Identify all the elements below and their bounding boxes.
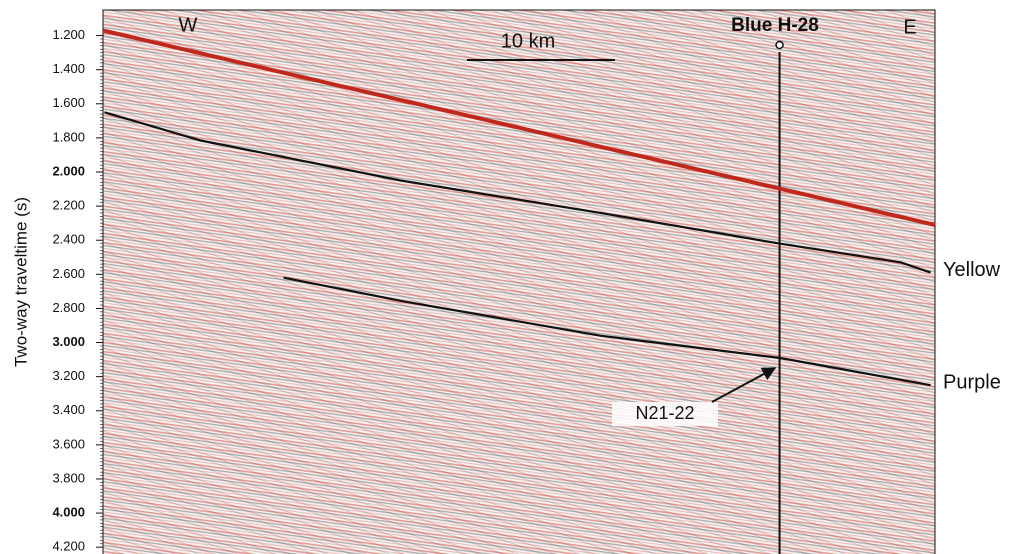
y-tick-label: 3.200 — [52, 368, 85, 383]
series-label: Yellow — [943, 259, 1001, 281]
y-tick-label: 2.200 — [52, 198, 85, 213]
west-label: W — [179, 14, 198, 36]
y-tick-label: 1.200 — [52, 27, 85, 42]
chart: Two-way traveltime (s) W E Blue H-28 10 … — [0, 0, 1023, 554]
well-marker — [776, 42, 783, 49]
y-tick-label: 4.200 — [52, 539, 85, 554]
well-label: Blue H-28 — [731, 15, 819, 36]
y-tick-label: 2.600 — [52, 266, 85, 281]
y-tick-label: 4.000 — [52, 505, 85, 520]
east-label: E — [903, 16, 916, 38]
page: {"chart_data": { "type": "line", "ylabel… — [0, 0, 1023, 554]
scale-label: 10 km — [501, 30, 555, 52]
line-name-label: N21-22 — [635, 403, 694, 423]
y-tick-label: 2.400 — [52, 232, 85, 247]
y-tick-label: 3.800 — [52, 470, 85, 485]
y-tick-label: 3.400 — [52, 402, 85, 417]
y-tick-label: 1.600 — [52, 95, 85, 110]
series-label: Purple — [943, 371, 1001, 393]
y-tick-label: 1.400 — [52, 61, 85, 76]
y-tick-label: 2.800 — [52, 300, 85, 315]
y-tick-label: 3.000 — [52, 334, 85, 349]
y-tick-label: 3.600 — [52, 436, 85, 451]
y-tick-label: 2.000 — [52, 163, 85, 178]
y-axis-label: Two-way traveltime (s) — [11, 197, 30, 367]
y-tick-label: 1.800 — [52, 129, 85, 144]
seismic-texture — [103, 10, 935, 554]
